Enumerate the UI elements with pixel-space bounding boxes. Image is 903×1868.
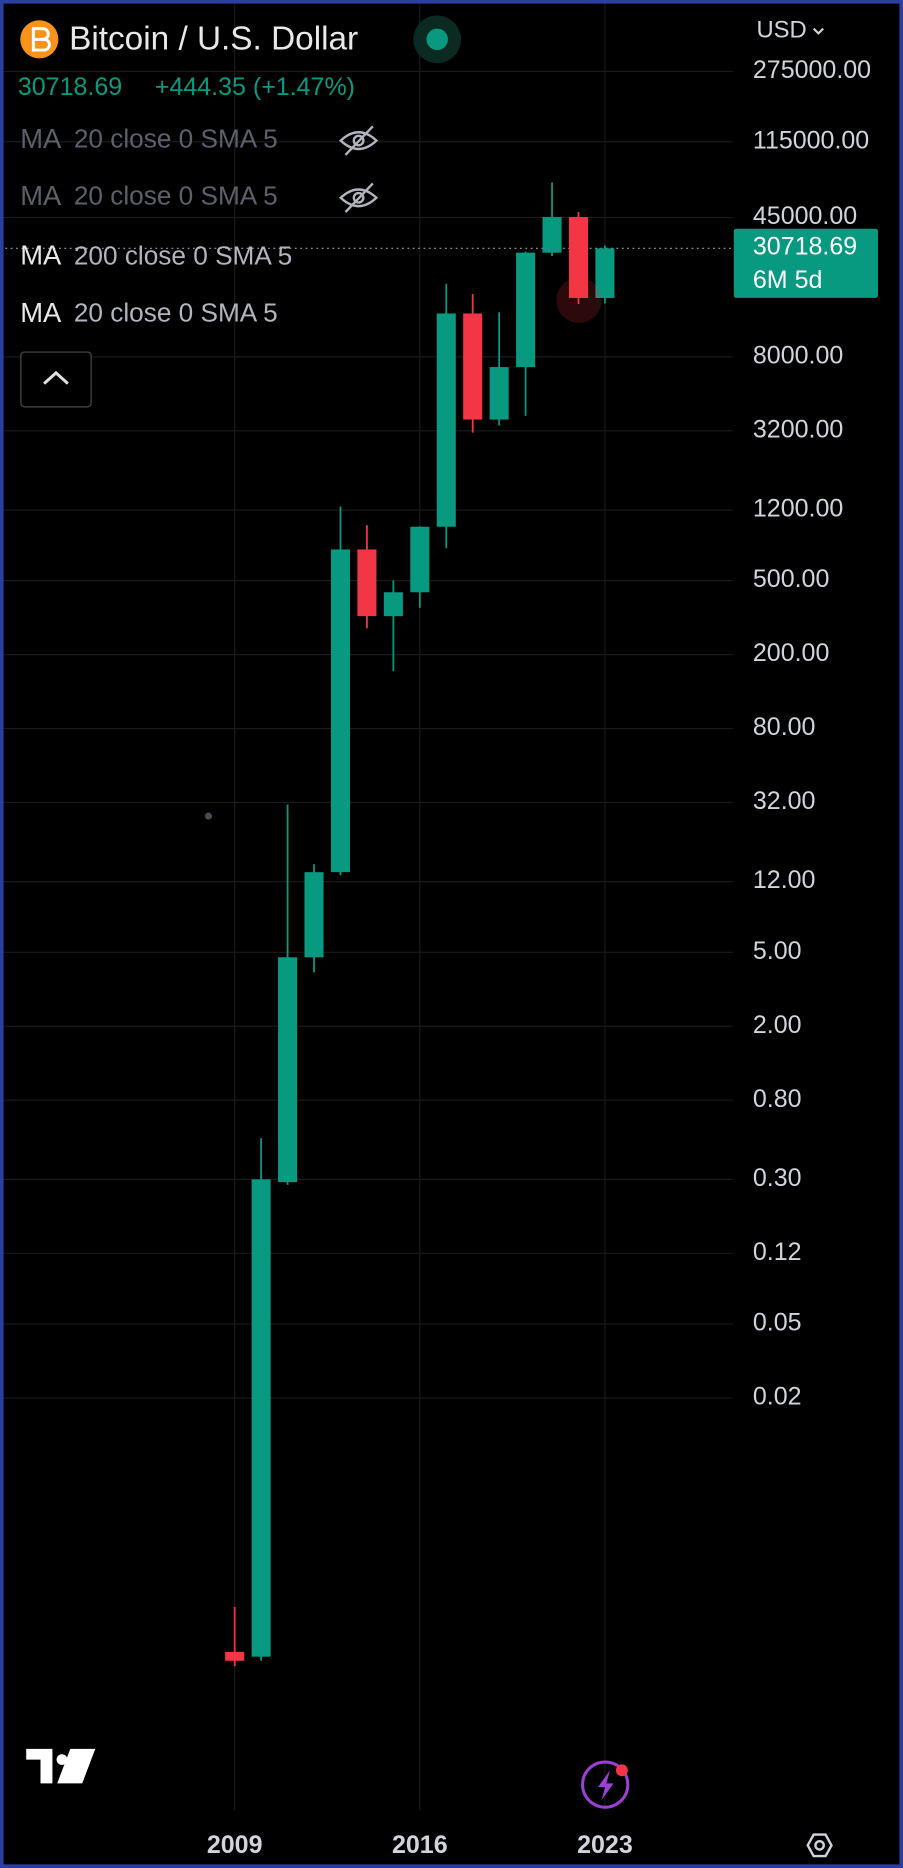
candles bbox=[225, 182, 615, 1667]
indicator-list: MA 20 close 0 SMA 5 MA 20 close 0 SMA 5 MA 20… bbox=[20, 123, 379, 328]
price-tag-value: 30718.69 bbox=[753, 232, 857, 260]
y-tick-label: 0.05 bbox=[753, 1309, 802, 1337]
time-axis: 2009 2016 2023 bbox=[207, 1831, 633, 1859]
candle-body bbox=[225, 1651, 245, 1661]
price-axis: 275000.00 115000.00 45000.00 8000.00 3200.00… bbox=[753, 56, 871, 1410]
candle-body bbox=[410, 526, 430, 593]
y-tick-label: 0.80 bbox=[753, 1085, 802, 1113]
candle-body bbox=[304, 872, 324, 958]
grid bbox=[0, 0, 733, 1811]
y-tick-label: 0.02 bbox=[753, 1383, 802, 1411]
x-tick-label: 2016 bbox=[392, 1831, 448, 1859]
tv-logo-dot bbox=[56, 1754, 68, 1765]
y-tick-label: 45000.00 bbox=[753, 202, 857, 230]
candle-body bbox=[383, 592, 403, 617]
indicator-params: 200 close 0 SMA 5 bbox=[74, 240, 292, 270]
y-tick-label: 8000.00 bbox=[753, 341, 843, 369]
settings-icon[interactable] bbox=[806, 1833, 833, 1858]
price-tag bbox=[733, 228, 878, 298]
y-tick-label: 5.00 bbox=[753, 937, 802, 965]
y-tick-label: 500.00 bbox=[753, 565, 829, 593]
eye-slash bbox=[344, 125, 374, 156]
collapse-button[interactable] bbox=[20, 351, 92, 408]
settings-icon-center bbox=[814, 1839, 825, 1851]
candle-body bbox=[330, 549, 351, 873]
y-tick-label: 12.00 bbox=[753, 866, 816, 894]
candle-body bbox=[357, 549, 377, 617]
x-tick-label: 2023 bbox=[577, 1831, 633, 1859]
indicator-params: 20 close 0 SMA 5 bbox=[74, 181, 278, 211]
candle-body bbox=[568, 216, 589, 298]
y-tick-label: 0.12 bbox=[753, 1238, 802, 1266]
indicator-name: MA bbox=[20, 240, 62, 271]
highlight bbox=[556, 277, 602, 323]
indicator-name: MA bbox=[20, 297, 62, 328]
indicator-name: MA bbox=[20, 180, 62, 211]
cursor-dot bbox=[204, 812, 213, 820]
currency-chevron bbox=[812, 27, 824, 35]
y-tick-label: 32.00 bbox=[753, 787, 816, 815]
status-dot bbox=[426, 28, 448, 51]
x-tick-label: 2009 bbox=[207, 1831, 263, 1859]
y-tick-label: 2.00 bbox=[753, 1011, 802, 1039]
alert-badge bbox=[615, 1764, 628, 1777]
candle-body bbox=[278, 957, 298, 1183]
y-tick-label: 275000.00 bbox=[753, 56, 871, 84]
symbol-title[interactable]: Bitcoin / U.S. Dollar bbox=[69, 20, 358, 57]
chevron-up bbox=[43, 370, 69, 385]
currency[interactable]: USD bbox=[756, 16, 806, 43]
eye-pupil bbox=[352, 191, 365, 204]
indicator-params: 20 close 0 SMA 5 bbox=[74, 297, 278, 327]
y-tick-label: 1200.00 bbox=[753, 495, 843, 523]
candle-body bbox=[489, 367, 509, 420]
tv-logo[interactable] bbox=[26, 1748, 96, 1784]
candle-body bbox=[251, 1179, 271, 1657]
price-change: +444.35 (+1.47%) bbox=[155, 73, 355, 101]
candle-body bbox=[436, 313, 456, 527]
eye-pupil bbox=[352, 134, 365, 147]
eye-slash bbox=[344, 182, 374, 213]
last-price: 30718.69 bbox=[18, 73, 122, 101]
candle-body bbox=[463, 313, 483, 420]
y-tick-label: 80.00 bbox=[753, 713, 816, 741]
price-tag-countdown: 6M 5d bbox=[753, 266, 822, 294]
candle-body bbox=[595, 248, 615, 298]
candle-body bbox=[516, 252, 536, 368]
y-tick-label: 200.00 bbox=[753, 639, 829, 667]
y-tick-label: 115000.00 bbox=[753, 126, 869, 154]
indicator-name: MA bbox=[20, 123, 62, 154]
candle-body bbox=[542, 216, 562, 253]
coin-glyph bbox=[31, 27, 51, 52]
indicator-params: 20 close 0 SMA 5 bbox=[74, 124, 278, 154]
y-tick-label: 3200.00 bbox=[753, 415, 843, 443]
alert-button[interactable] bbox=[581, 1760, 630, 1809]
bolt-icon bbox=[598, 1770, 614, 1801]
y-tick-label: 0.30 bbox=[753, 1164, 802, 1192]
